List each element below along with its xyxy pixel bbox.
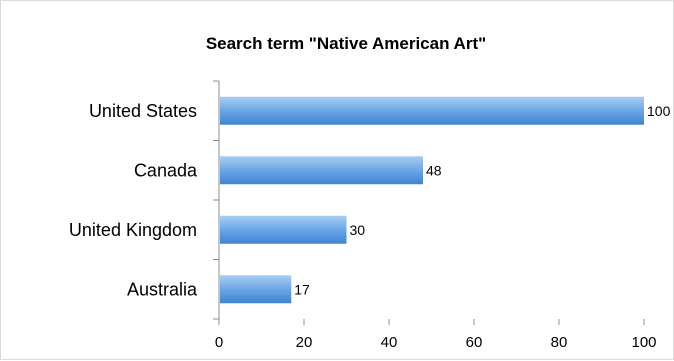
bar (220, 156, 423, 185)
x-tick-label: 100 (631, 334, 656, 351)
x-tick-label: 60 (466, 334, 483, 351)
bar (220, 96, 644, 125)
x-tick-label: 0 (215, 334, 223, 351)
plot-area: United States 100 Canada 48 United Kingdom 30… (69, 80, 671, 351)
x-tick-label: 80 (551, 334, 568, 351)
category-label: Canada (134, 160, 198, 180)
data-label: 17 (294, 281, 310, 297)
data-label: 100 (647, 103, 671, 119)
bar (220, 275, 292, 304)
bar (220, 215, 347, 244)
x-tick-label: 20 (296, 334, 313, 351)
data-label: 30 (350, 222, 366, 238)
category-label: United Kingdom (69, 220, 197, 240)
data-label: 48 (426, 162, 442, 178)
x-tick-label: 40 (381, 334, 398, 351)
category-label: United States (89, 101, 197, 121)
category-label: Australia (127, 279, 198, 299)
chart-title: Search term "Native American Art" (206, 34, 486, 53)
